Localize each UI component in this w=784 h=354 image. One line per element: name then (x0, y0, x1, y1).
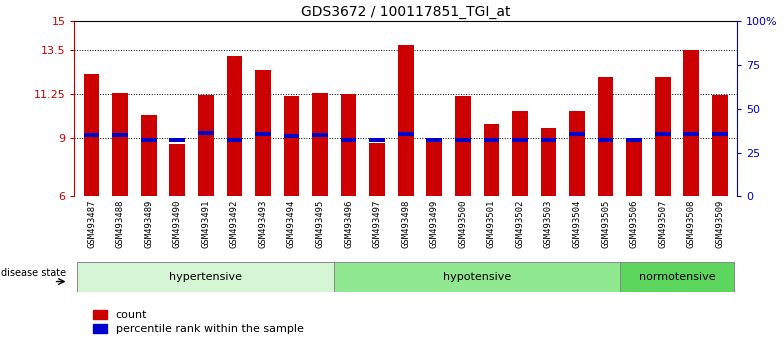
Bar (484, 138, 499, 142)
Text: GSM493502: GSM493502 (515, 199, 524, 248)
Text: hypertensive: hypertensive (169, 272, 242, 282)
Bar (569, 132, 585, 136)
Bar (312, 93, 328, 196)
Bar (712, 95, 728, 196)
Title: GDS3672 / 100117851_TGI_at: GDS3672 / 100117851_TGI_at (301, 5, 510, 19)
Bar (369, 143, 385, 196)
Bar (684, 51, 699, 196)
Text: GSM493505: GSM493505 (601, 199, 610, 248)
Bar (597, 138, 613, 142)
Text: GSM493492: GSM493492 (230, 199, 239, 248)
Bar (541, 138, 557, 142)
Bar (712, 132, 728, 136)
Text: GSM493497: GSM493497 (372, 199, 382, 248)
Text: GSM493504: GSM493504 (572, 199, 582, 248)
Bar (312, 133, 328, 137)
Bar (426, 138, 442, 142)
Bar (112, 133, 128, 137)
Bar (84, 133, 100, 137)
Bar (569, 111, 585, 196)
Bar (684, 132, 699, 136)
Bar (620, 262, 734, 292)
Text: GSM493491: GSM493491 (201, 199, 210, 248)
Text: GSM493501: GSM493501 (487, 199, 496, 248)
Bar (169, 144, 185, 196)
Bar (334, 262, 620, 292)
Bar (227, 138, 242, 142)
Bar (198, 95, 214, 196)
Bar (484, 125, 499, 196)
Bar (369, 138, 385, 142)
Bar (227, 56, 242, 196)
Bar (255, 70, 270, 196)
Text: GSM493495: GSM493495 (315, 199, 325, 248)
Text: GSM493506: GSM493506 (630, 199, 639, 248)
Text: GSM493503: GSM493503 (544, 199, 553, 248)
Bar (78, 262, 334, 292)
Text: disease state: disease state (1, 268, 66, 278)
Text: GSM493489: GSM493489 (144, 199, 153, 248)
Bar (284, 96, 299, 196)
Text: GSM493493: GSM493493 (259, 199, 267, 248)
Legend: count, percentile rank within the sample: count, percentile rank within the sample (93, 310, 303, 334)
Bar (141, 138, 157, 142)
Text: GSM493508: GSM493508 (687, 199, 695, 248)
Text: GSM493490: GSM493490 (172, 199, 182, 248)
Bar (284, 134, 299, 138)
Text: GSM493496: GSM493496 (344, 199, 353, 248)
Bar (512, 111, 528, 196)
Bar (426, 138, 442, 196)
Bar (655, 132, 670, 136)
Bar (597, 77, 613, 196)
Bar (198, 131, 214, 135)
Text: GSM493507: GSM493507 (659, 199, 667, 248)
Text: hypotensive: hypotensive (443, 272, 511, 282)
Text: GSM493509: GSM493509 (715, 199, 724, 248)
Bar (84, 74, 100, 196)
Text: GSM493488: GSM493488 (116, 199, 125, 248)
Text: GSM493487: GSM493487 (87, 199, 96, 248)
Text: GSM493494: GSM493494 (287, 199, 296, 248)
Bar (112, 93, 128, 196)
Text: GSM493500: GSM493500 (459, 199, 467, 248)
Bar (541, 128, 557, 196)
Bar (169, 138, 185, 142)
Text: normotensive: normotensive (639, 272, 715, 282)
Bar (255, 132, 270, 136)
Bar (141, 115, 157, 196)
Bar (397, 45, 414, 196)
Bar (626, 138, 642, 196)
Bar (455, 96, 470, 196)
Bar (341, 138, 357, 142)
Text: GSM493498: GSM493498 (401, 199, 410, 248)
Text: GSM493499: GSM493499 (430, 199, 439, 248)
Bar (512, 138, 528, 142)
Bar (626, 138, 642, 142)
Bar (397, 132, 414, 136)
Bar (341, 94, 357, 196)
Bar (455, 138, 470, 142)
Bar (655, 77, 670, 196)
